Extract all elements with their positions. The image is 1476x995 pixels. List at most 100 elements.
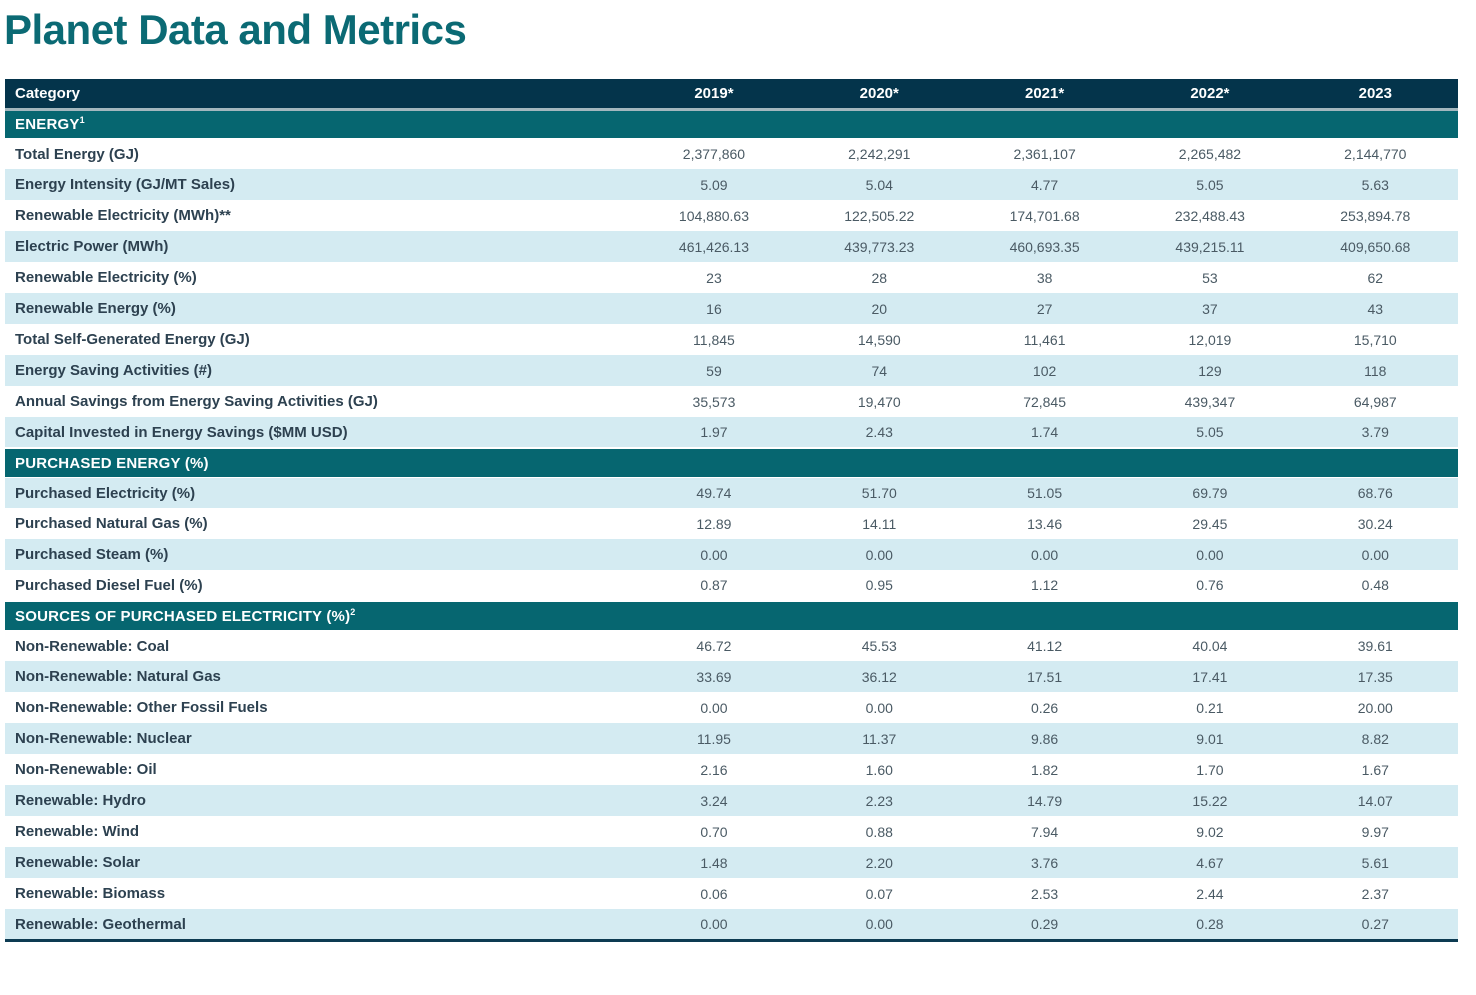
cell-value: 1.60 [796, 754, 962, 786]
cell-value: 11,845 [631, 324, 797, 356]
row-label: Purchased Electricity (%) [5, 477, 632, 509]
column-header-2021: 2021* [961, 79, 1128, 111]
cell-value: 0.06 [631, 878, 797, 910]
table-row: Non-Renewable: Natural Gas 33.69 36.12 17.5… [5, 661, 1458, 693]
cell-value: 174,701.68 [961, 200, 1128, 232]
table-row: Renewable Energy (%) 16 20 27 37 43 [5, 293, 1458, 325]
section-title: PURCHASED ENERGY (%) [5, 447, 1458, 478]
table-row: Purchased Steam (%) 0.00 0.00 0.00 0.00 0.00 [5, 539, 1458, 571]
table-header: Category 2019* 2020* 2021* 2022* 2023 [5, 79, 1458, 111]
cell-value: 68.76 [1292, 477, 1458, 509]
cell-value: 35,573 [631, 386, 797, 418]
cell-value: 2,377,860 [631, 138, 797, 170]
table-row: Non-Renewable: Oil 2.16 1.60 1.82 1.70 1.67 [5, 754, 1458, 786]
cell-value: 1.70 [1127, 754, 1293, 786]
header-row: Category 2019* 2020* 2021* 2022* 2023 [5, 79, 1458, 111]
cell-value: 5.04 [796, 169, 962, 201]
cell-value: 122,505.22 [796, 200, 962, 232]
cell-value: 11,461 [961, 324, 1128, 356]
cell-value: 0.00 [796, 909, 962, 942]
cell-value: 2,265,482 [1127, 138, 1293, 170]
cell-value: 36.12 [796, 661, 962, 693]
row-label: Renewable: Biomass [5, 878, 632, 910]
table-row: Non-Renewable: Nuclear 11.95 11.37 9.86 9.01… [5, 723, 1458, 755]
cell-value: 14,590 [796, 324, 962, 356]
table-row: Renewable: Solar 1.48 2.20 3.76 4.67 5.61 [5, 847, 1458, 879]
cell-value: 2.53 [961, 878, 1128, 910]
table-row: Electric Power (MWh) 461,426.13 439,773.23… [5, 231, 1458, 263]
cell-value: 2.20 [796, 847, 962, 879]
cell-value: 20 [796, 293, 962, 325]
table-row: Total Self-Generated Energy (GJ) 11,845 14… [5, 324, 1458, 356]
cell-value: 12.89 [631, 508, 797, 540]
cell-value: 5.05 [1127, 417, 1293, 449]
cell-value: 129 [1127, 355, 1293, 387]
cell-value: 1.48 [631, 847, 797, 879]
cell-value: 69.79 [1127, 477, 1293, 509]
cell-value: 0.28 [1127, 909, 1293, 942]
table-row: Renewable Electricity (MWh)** 104,880.63 1… [5, 200, 1458, 232]
cell-value: 439,347 [1127, 386, 1293, 418]
cell-value: 9.97 [1292, 816, 1458, 848]
row-label: Purchased Diesel Fuel (%) [5, 570, 632, 602]
cell-value: 232,488.43 [1127, 200, 1293, 232]
table-row: Renewable: Geothermal 0.00 0.00 0.29 0.28 0.2… [5, 909, 1458, 942]
cell-value: 53 [1127, 262, 1293, 294]
cell-value: 62 [1292, 262, 1458, 294]
row-label: Capital Invested in Energy Savings ($MM … [5, 417, 632, 449]
column-header-2022: 2022* [1127, 79, 1293, 111]
cell-value: 5.09 [631, 169, 797, 201]
cell-value: 27 [961, 293, 1128, 325]
row-label: Energy Intensity (GJ/MT Sales) [5, 169, 632, 201]
cell-value: 0.00 [796, 692, 962, 724]
row-label: Renewable: Hydro [5, 785, 632, 817]
cell-value: 15.22 [1127, 785, 1293, 817]
table-row: Annual Savings from Energy Saving Activi… [5, 386, 1458, 418]
cell-value: 11.95 [631, 723, 797, 755]
row-label: Non-Renewable: Natural Gas [5, 661, 632, 693]
row-label: Annual Savings from Energy Saving Activi… [5, 386, 632, 418]
cell-value: 118 [1292, 355, 1458, 387]
column-header-2019: 2019* [631, 79, 797, 111]
cell-value: 30.24 [1292, 508, 1458, 540]
cell-value: 59 [631, 355, 797, 387]
cell-value: 409,650.68 [1292, 231, 1458, 263]
cell-value: 12,019 [1127, 324, 1293, 356]
cell-value: 37 [1127, 293, 1293, 325]
row-label: Renewable: Geothermal [5, 909, 632, 942]
table-row: Non-Renewable: Coal 46.72 45.53 41.12 40.04 3… [5, 630, 1458, 662]
cell-value: 0.76 [1127, 570, 1293, 602]
table-row: Capital Invested in Energy Savings ($MM … [5, 417, 1458, 449]
cell-value: 0.88 [796, 816, 962, 848]
table-row: Purchased Natural Gas (%) 12.89 14.11 13.46… [5, 508, 1458, 540]
cell-value: 2,144,770 [1292, 138, 1458, 170]
cell-value: 2.43 [796, 417, 962, 449]
row-label: Non-Renewable: Nuclear [5, 723, 632, 755]
cell-value: 11.37 [796, 723, 962, 755]
cell-value: 104,880.63 [631, 200, 797, 232]
cell-value: 72,845 [961, 386, 1128, 418]
cell-value: 17.41 [1127, 661, 1293, 693]
cell-value: 2.16 [631, 754, 797, 786]
table-row: Purchased Diesel Fuel (%) 0.87 0.95 1.12 0.7… [5, 570, 1458, 602]
cell-value: 3.79 [1292, 417, 1458, 449]
cell-value: 33.69 [631, 661, 797, 693]
cell-value: 51.70 [796, 477, 962, 509]
cell-value: 253,894.78 [1292, 200, 1458, 232]
row-label: Total Self-Generated Energy (GJ) [5, 324, 632, 356]
cell-value: 7.94 [961, 816, 1128, 848]
cell-value: 41.12 [961, 630, 1128, 662]
row-label: Electric Power (MWh) [5, 231, 632, 263]
cell-value: 23 [631, 262, 797, 294]
row-label: Purchased Natural Gas (%) [5, 508, 632, 540]
cell-value: 0.27 [1292, 909, 1458, 942]
cell-value: 64,987 [1292, 386, 1458, 418]
row-label: Total Energy (GJ) [5, 138, 632, 170]
cell-value: 2.23 [796, 785, 962, 817]
table-row: Renewable: Biomass 0.06 0.07 2.53 2.44 2.37 [5, 878, 1458, 910]
table-row: Renewable: Hydro 3.24 2.23 14.79 15.22 14.07 [5, 785, 1458, 817]
row-label: Renewable Electricity (MWh)** [5, 200, 632, 232]
row-label: Renewable Electricity (%) [5, 262, 632, 294]
section-footnote-marker: 2 [350, 606, 356, 617]
cell-value: 46.72 [631, 630, 797, 662]
